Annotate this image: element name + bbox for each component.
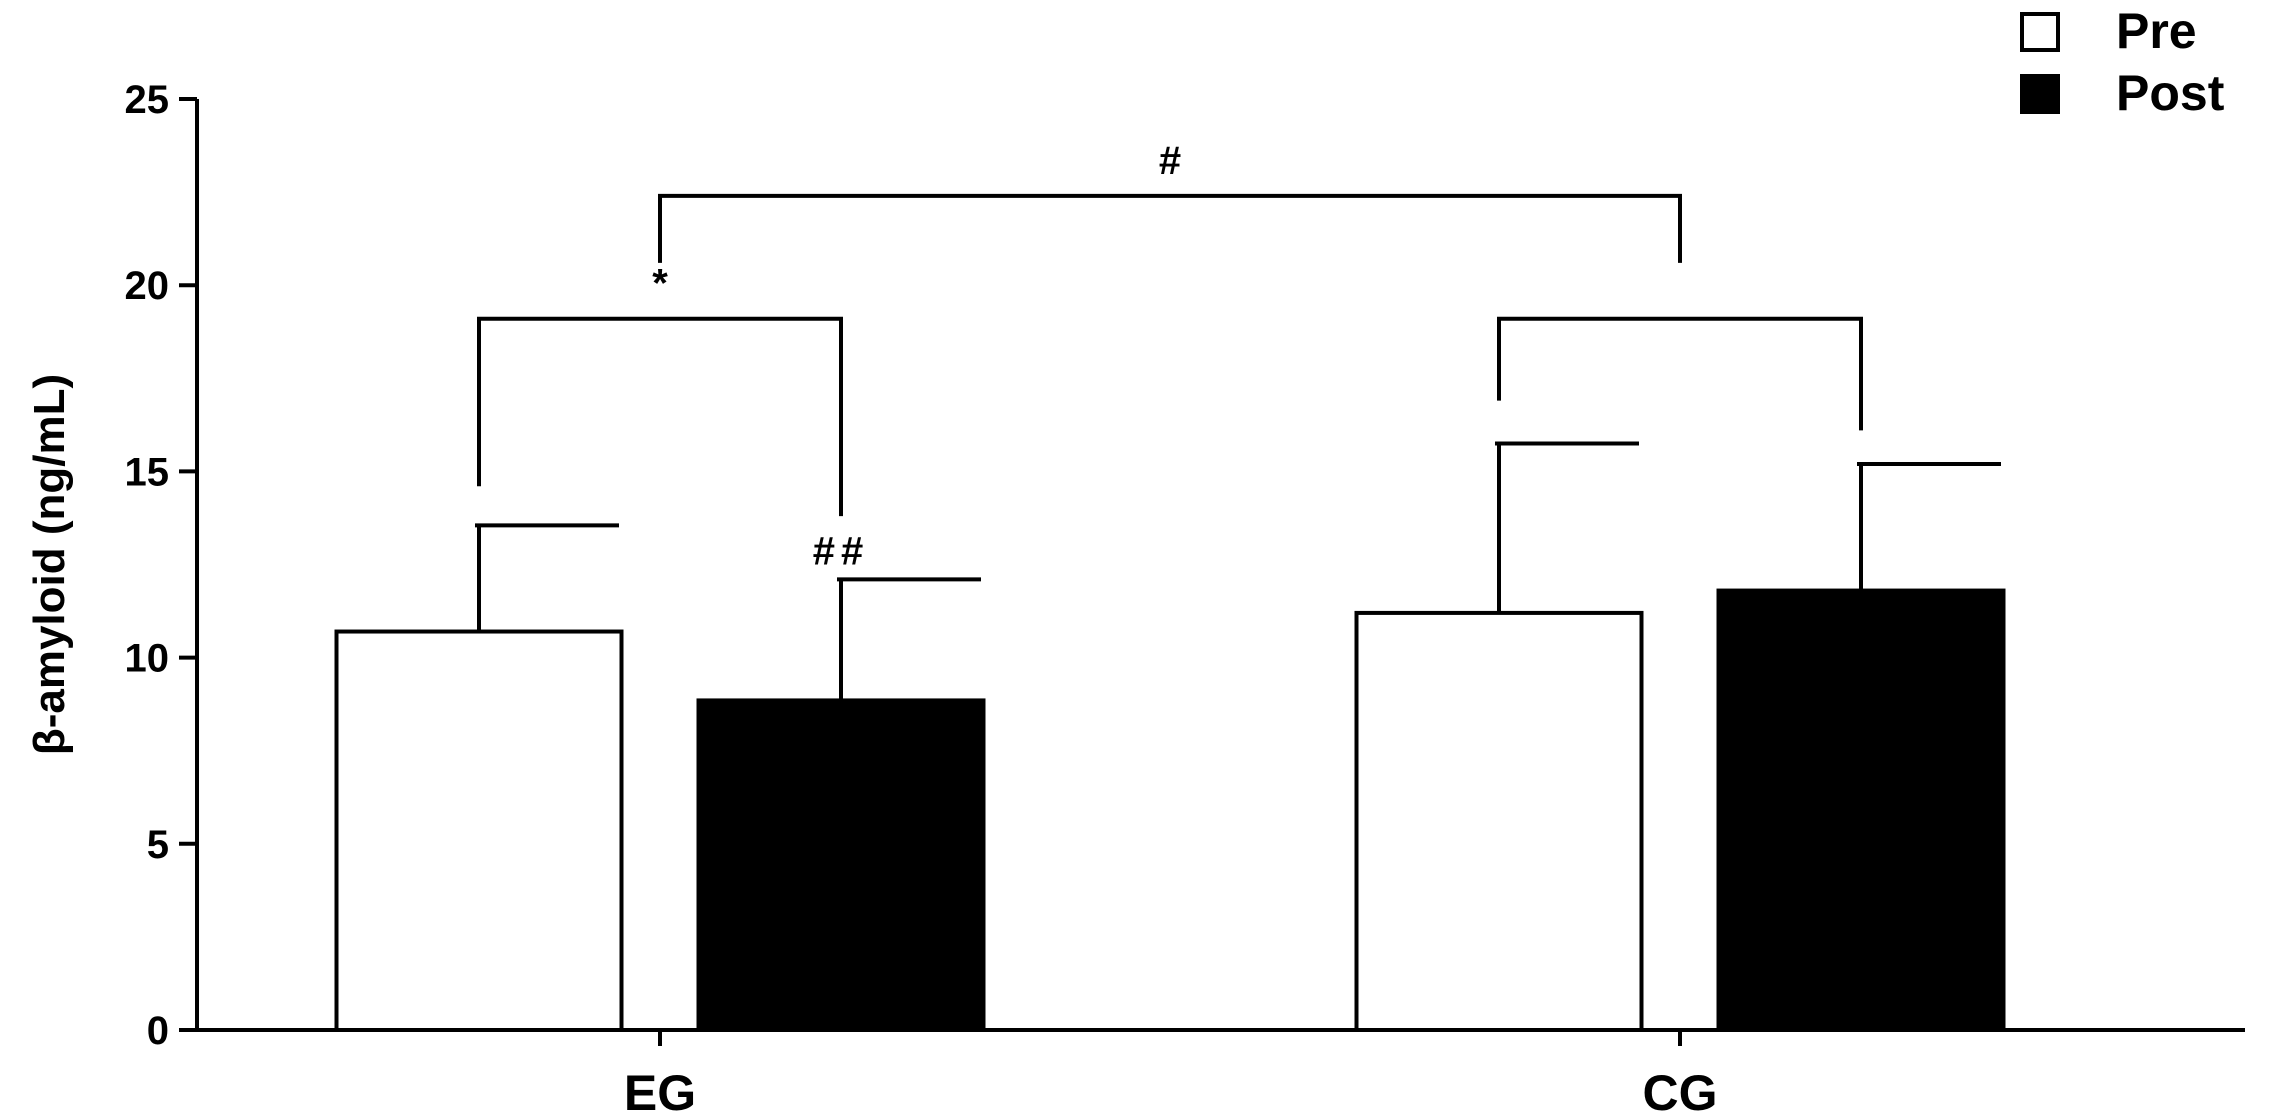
y-tick-label-0: 0 [147,1009,169,1053]
legend-swatch-Pre [2020,12,2060,52]
y-tick-label-15: 15 [125,450,170,494]
significance-bracket-0 [477,316,843,517]
legend-label-Post: Post [2116,65,2225,121]
y-tick-label-20: 20 [125,264,170,308]
bar-CG-Post [1716,588,2006,1032]
significance-bracket-1 [1497,316,1863,431]
significance-label-2: # [1159,139,1181,183]
significance-label-3: ## [813,530,870,574]
significance-annotations: *### [477,139,1863,574]
y-tick-label-10: 10 [125,637,170,681]
bars [334,441,2006,1033]
bar-CG-Pre [1354,610,1644,1032]
y-tick-label-5: 5 [147,823,169,867]
bar-EG-Post [696,698,986,1033]
significance-label-0: * [652,262,668,306]
legend-swatch-Post [2020,74,2060,114]
y-axis-label: β-amyloid (ng/mL) [25,374,74,755]
bar-EG-Pre [334,629,624,1032]
legend: Pre Post [2020,3,2225,121]
significance-bracket-2 [658,193,1682,263]
x-tick-label-CG: CG [1643,1065,1718,1118]
legend-label-Pre: Pre [2116,3,2197,59]
x-tick-label-EG: EG [624,1065,696,1118]
y-tick-label-25: 25 [125,78,170,122]
